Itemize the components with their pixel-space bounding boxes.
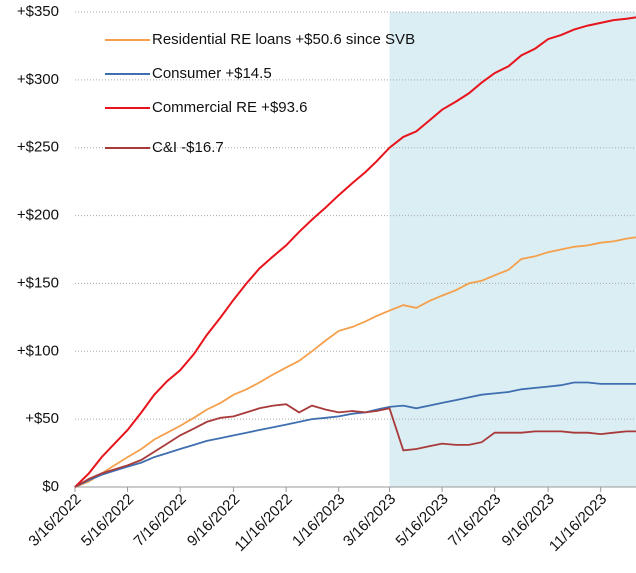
- legend-label: Commercial RE +$93.6: [152, 99, 307, 116]
- legend-label: Residential RE loans +$50.6 since SVB: [152, 31, 415, 48]
- y-tick-label: +$300: [17, 71, 59, 88]
- x-tick-label: 3/16/2023: [340, 491, 399, 550]
- y-tick-label: +$250: [17, 139, 59, 156]
- series-line: [74, 16, 636, 488]
- series-line: [74, 403, 636, 488]
- x-tick-label: 1/16/2023: [289, 491, 348, 550]
- shaded-region: [389, 12, 636, 487]
- x-tick-label: 11/16/2022: [231, 491, 295, 555]
- legend-label: Consumer +$14.5: [152, 65, 272, 82]
- y-tick-label: +$350: [17, 3, 59, 20]
- y-tick-label: +$150: [17, 274, 59, 291]
- y-tick-label: +$100: [17, 342, 59, 359]
- legend-label: C&I -$16.7: [152, 139, 224, 156]
- series-line: [74, 381, 636, 488]
- series-line: [74, 236, 636, 488]
- x-tick-label: 7/16/2023: [445, 491, 504, 550]
- x-tick-label: 5/16/2023: [393, 491, 452, 550]
- y-tick-label: +$50: [25, 410, 59, 427]
- x-tick-label: 3/16/2022: [25, 491, 84, 550]
- x-tick-label: 5/16/2022: [78, 491, 137, 550]
- x-tick-label: 11/16/2023: [546, 491, 610, 555]
- x-tick-label: 7/16/2022: [131, 491, 190, 550]
- y-tick-label: +$200: [17, 207, 59, 224]
- y-tick-label: $0: [42, 478, 59, 495]
